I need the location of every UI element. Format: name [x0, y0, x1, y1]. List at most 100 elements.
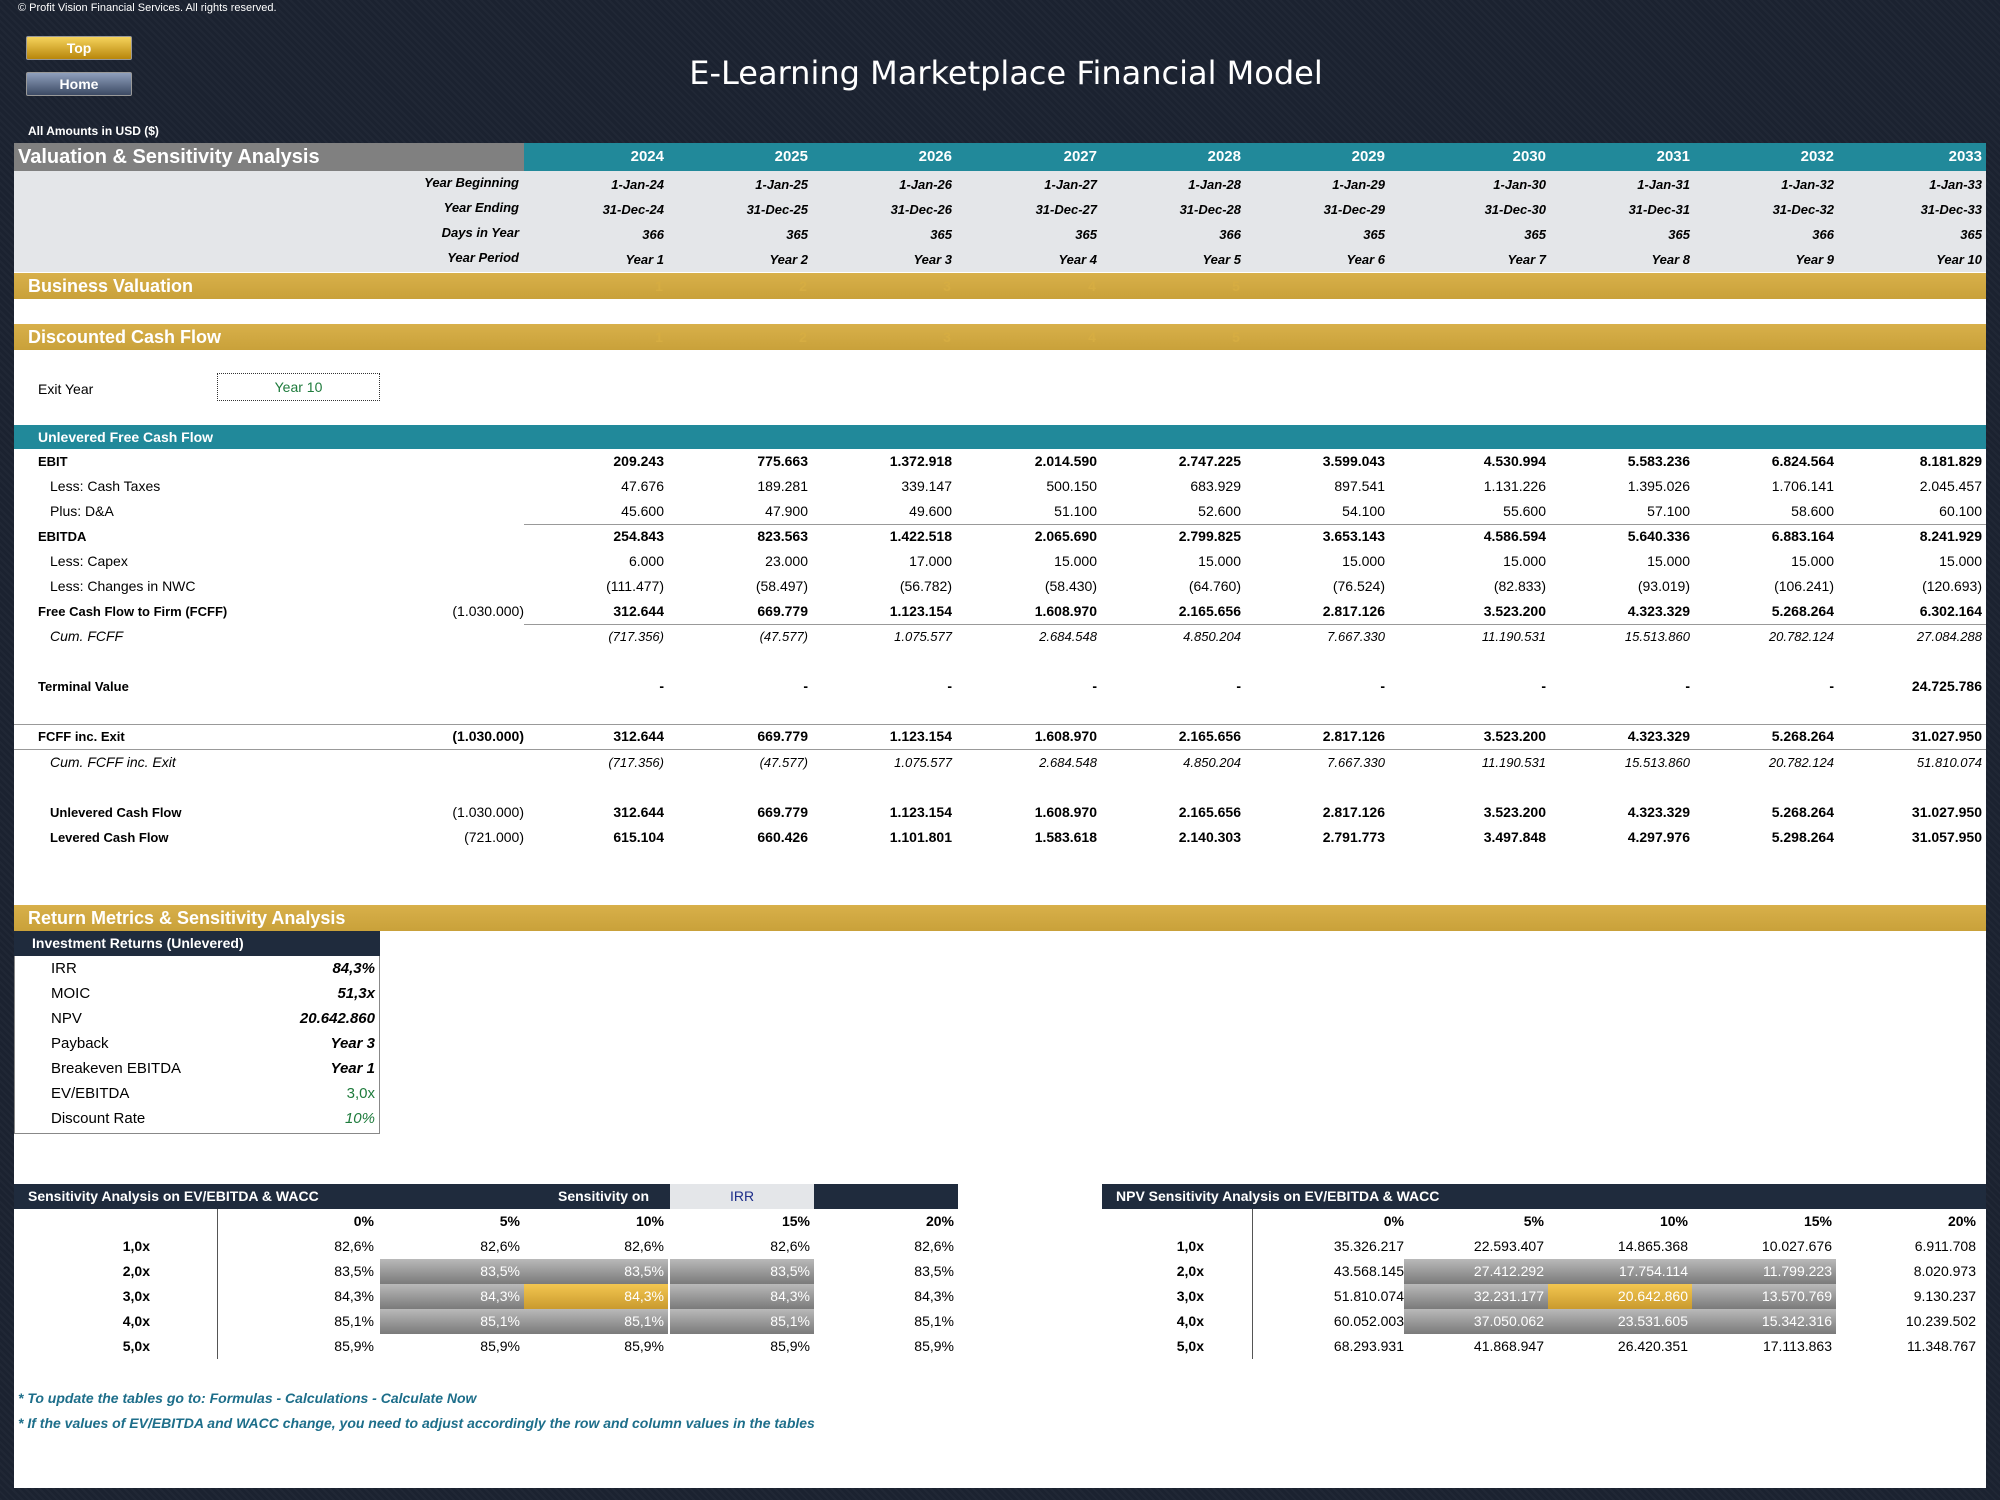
value-cell: (111.477) — [606, 578, 664, 594]
row-separator — [14, 724, 1986, 725]
sensitivity-on-label: Sensitivity on — [558, 1188, 650, 1204]
home-button[interactable]: Home — [26, 72, 132, 96]
value-cell: 2.165.656 — [1178, 728, 1241, 744]
value-cell: 2.799.825 — [1178, 528, 1241, 544]
sensitivity-cell: 83,5% — [670, 1259, 814, 1284]
date-cell: Year 7 — [1507, 252, 1546, 267]
row-separator — [524, 524, 1986, 525]
date-cell: Year 4 — [1058, 252, 1097, 267]
year-header-2031: 2031 — [1656, 148, 1690, 165]
value-cell: 15.000 — [1939, 553, 1982, 569]
sensitivity-col-header: 15% — [1803, 1213, 1832, 1229]
page-title: E-Learning Marketplace Financial Model — [689, 54, 1323, 92]
sensitivity-cell: 35.326.217 — [1333, 1238, 1404, 1254]
sensitivity-divider — [1252, 1209, 1253, 1359]
value-cell: 4.323.329 — [1627, 804, 1690, 820]
sensitivity-cell: 14.865.368 — [1617, 1238, 1688, 1254]
value-cell: 2.684.548 — [1039, 629, 1097, 644]
value-cell: 2.791.773 — [1322, 829, 1385, 845]
value-cell: 15.513.860 — [1624, 755, 1690, 770]
row-label: EBITDA — [38, 529, 87, 544]
sensitivity-cell: 23.531.605 — [1548, 1309, 1692, 1334]
value-cell: 2.747.225 — [1178, 453, 1241, 469]
note-calculate: * To update the tables go to: Formulas -… — [18, 1390, 477, 1406]
sensitivity-cell: 82,6% — [914, 1238, 954, 1254]
sensitivity-row-header: 1,0x — [122, 1238, 150, 1254]
value-cell: (76.524) — [1332, 578, 1385, 594]
value-cell: 312.644 — [613, 804, 664, 820]
date-cell: 1-Jan-30 — [1493, 177, 1546, 192]
value-cell: 1.123.154 — [889, 603, 952, 619]
table-row: Cum. FCFF inc. Exit (717.356) (47.577) 1.07… — [14, 750, 1986, 775]
value-cell: 2.165.656 — [1178, 804, 1241, 820]
sensitivity-cell: 22.593.407 — [1473, 1238, 1544, 1254]
returns-value: Year 1 — [330, 1060, 375, 1077]
date-row-label: Year Ending — [443, 200, 519, 215]
value-cell: 2.165.656 — [1178, 603, 1241, 619]
sensitivity-cell: 83,5% — [380, 1259, 524, 1284]
value-cell: 5.583.236 — [1627, 453, 1690, 469]
top-button[interactable]: Top — [26, 36, 132, 60]
sensitivity-cell: 85,9% — [624, 1338, 664, 1354]
sensitivity-cell: 84,3% — [334, 1288, 374, 1304]
sensitivity-cell: 43.568.145 — [1333, 1263, 1404, 1279]
value-cell: 1.608.970 — [1034, 603, 1097, 619]
initial-investment-cell — [364, 449, 524, 474]
faint-period-number: 2 — [799, 329, 807, 345]
value-cell: (58.430) — [1044, 578, 1097, 594]
sensitivity-cell: 17.113.863 — [1762, 1338, 1832, 1354]
value-cell: 24.725.786 — [1911, 678, 1982, 694]
sensitivity-row-header: 2,0x — [1176, 1263, 1204, 1279]
table-row: Unlevered Cash Flow (1.030.000) 312.644 669… — [14, 800, 1986, 825]
exit-year-input[interactable]: Year 10 — [217, 373, 380, 401]
sensitivity-cell: 13.570.769 — [1692, 1284, 1836, 1309]
year-header-band — [524, 143, 1986, 171]
band-label: Return Metrics & Sensitivity Analysis — [28, 908, 346, 928]
returns-value: 51,3x — [337, 985, 375, 1002]
row-label: Unlevered Cash Flow — [50, 805, 182, 820]
value-cell: 4.850.204 — [1183, 629, 1241, 644]
returns-row: Payback Year 3 — [15, 1031, 381, 1056]
value-cell: 6.824.564 — [1771, 453, 1834, 469]
sensitivity-col-header: 0% — [1383, 1213, 1404, 1229]
value-cell: 20.782.124 — [1768, 629, 1834, 644]
sensitivity-cell: 11.799.223 — [1692, 1259, 1836, 1284]
row-label: Levered Cash Flow — [50, 830, 169, 845]
table-row: FCFF inc. Exit (1.030.000) 312.644 669.779 1… — [14, 724, 1986, 749]
returns-row: IRR 84,3% — [15, 956, 381, 981]
sensitivity-on-select[interactable]: IRR — [670, 1184, 814, 1209]
value-cell: (64.760) — [1188, 578, 1241, 594]
table-row: Cum. FCFF (717.356) (47.577) 1.075.577 2.684… — [14, 624, 1986, 649]
value-cell: 1.075.577 — [894, 629, 952, 644]
value-cell: 51.810.074 — [1916, 755, 1982, 770]
faint-period-number: 1 — [655, 329, 663, 345]
value-cell: - — [659, 678, 664, 694]
sensitivity-col-header: 10% — [635, 1213, 664, 1229]
row-label: Plus: D&A — [50, 503, 114, 519]
sensitivity-cell: 82,6% — [334, 1238, 374, 1254]
value-cell: 823.563 — [757, 528, 808, 544]
sensitivity-cell: 51.810.074 — [1333, 1288, 1404, 1304]
date-cell: 1-Jan-28 — [1188, 177, 1241, 192]
returns-label: EV/EBITDA — [51, 1085, 130, 1102]
spreadsheet-area: Valuation & Sensitivity Analysis 2024 202… — [14, 143, 1986, 1488]
date-cell: Year 2 — [769, 252, 808, 267]
initial-investment-cell — [364, 524, 524, 549]
date-cell: 366 — [1219, 227, 1241, 242]
value-cell: 17.000 — [909, 553, 952, 569]
initial-investment-cell: (1.030.000) — [452, 728, 524, 744]
value-cell: 3.523.200 — [1483, 603, 1546, 619]
value-cell: - — [1685, 678, 1690, 694]
value-cell: 31.027.950 — [1911, 728, 1982, 744]
date-cell: 365 — [1363, 227, 1385, 242]
value-cell: 15.000 — [1503, 553, 1546, 569]
value-cell: 2.065.690 — [1034, 528, 1097, 544]
sensitivity-cell: 20.642.860 — [1548, 1284, 1692, 1309]
initial-investment-cell: (1.030.000) — [452, 804, 524, 820]
sensitivity-cell: 85,1% — [334, 1313, 374, 1329]
value-cell: 1.123.154 — [889, 804, 952, 820]
faint-period-number: 3 — [943, 329, 951, 345]
sensitivity-row-header: 4,0x — [1176, 1313, 1204, 1329]
value-cell: (120.693) — [1922, 578, 1982, 594]
date-cell: 31-Dec-29 — [1323, 202, 1385, 217]
